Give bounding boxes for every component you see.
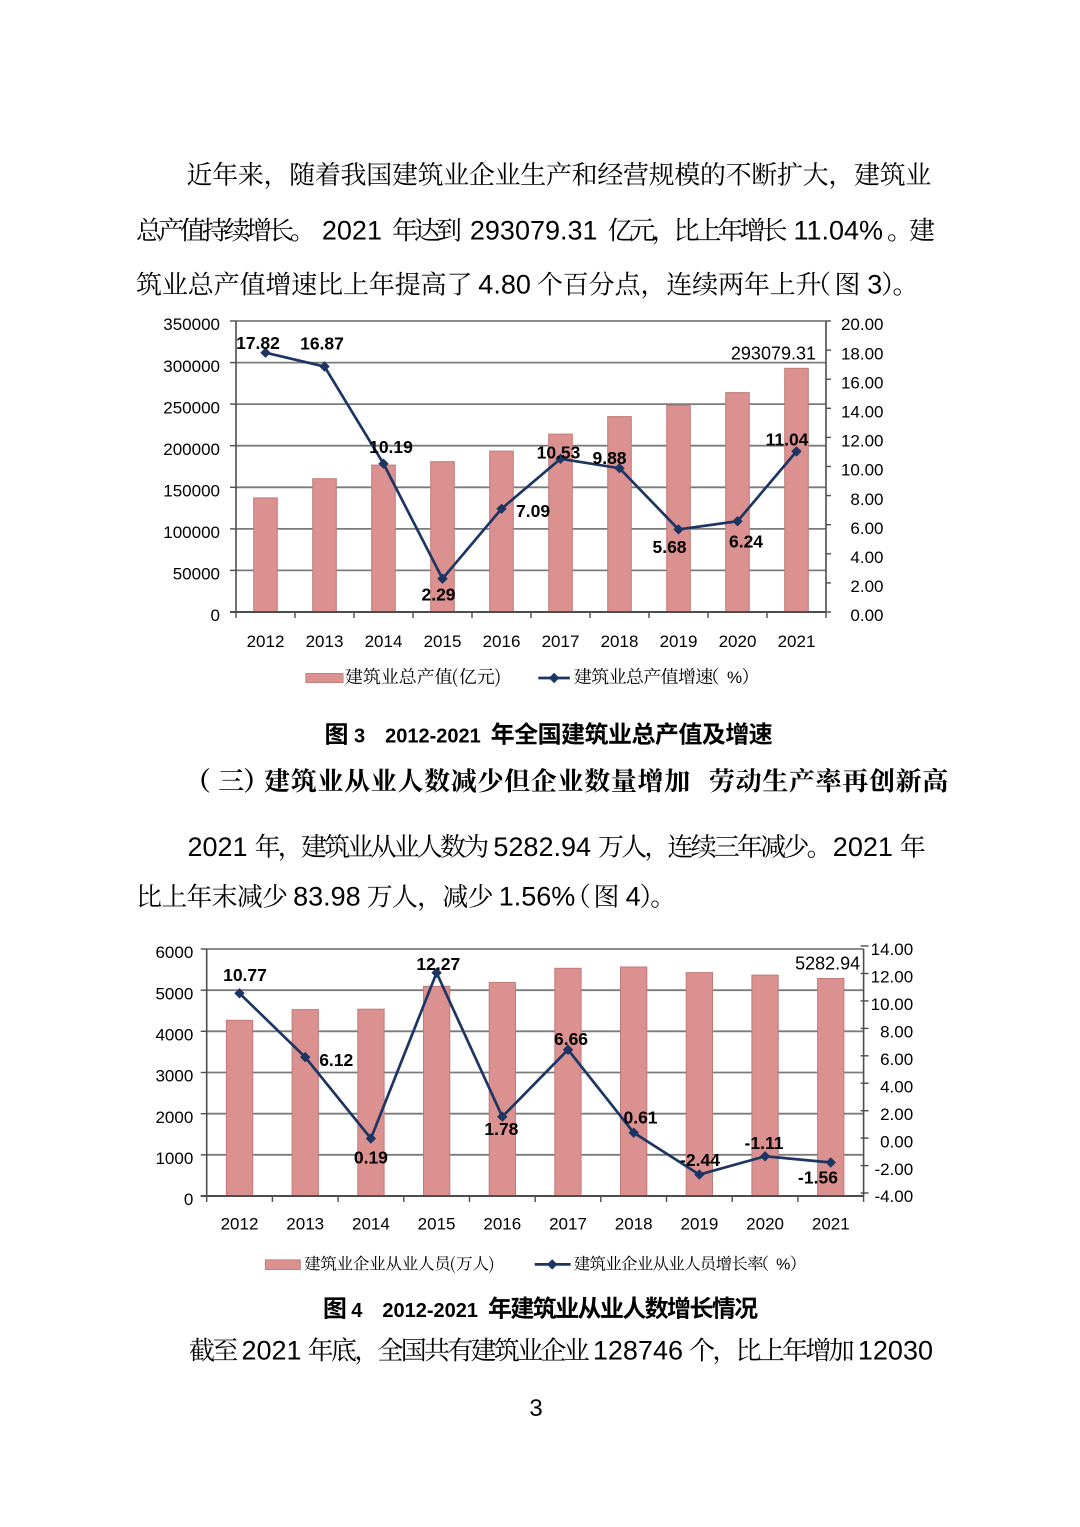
svg-text:14.00: 14.00 [841, 403, 884, 422]
svg-text:16.00: 16.00 [841, 373, 884, 392]
svg-text:2015: 2015 [418, 1214, 456, 1233]
svg-text:7.09: 7.09 [516, 501, 550, 521]
svg-text:2021: 2021 [322, 215, 382, 245]
svg-text:0: 0 [211, 606, 220, 625]
svg-text:-2.00: -2.00 [874, 1160, 913, 1179]
svg-text:%: % [776, 1257, 790, 1274]
svg-text:6.66: 6.66 [554, 1029, 588, 1049]
svg-text:2015: 2015 [424, 632, 462, 651]
svg-text:2020: 2020 [719, 632, 757, 651]
svg-text:0.00: 0.00 [880, 1132, 913, 1151]
svg-text:20.00: 20.00 [841, 315, 884, 334]
svg-text:3: 3 [529, 1395, 542, 1422]
svg-text:5000: 5000 [155, 984, 193, 1003]
svg-text:128746: 128746 [593, 1335, 683, 1365]
svg-text:2020: 2020 [746, 1214, 784, 1233]
svg-text:100000: 100000 [163, 523, 220, 542]
svg-text:1.78: 1.78 [484, 1119, 518, 1139]
svg-text:4.00: 4.00 [880, 1077, 913, 1096]
svg-text:2.00: 2.00 [850, 577, 883, 596]
svg-text:%: % [727, 668, 742, 687]
svg-text:2017: 2017 [542, 632, 580, 651]
svg-text:8.00: 8.00 [850, 490, 883, 509]
svg-text:3000: 3000 [155, 1067, 193, 1086]
svg-text:1000: 1000 [155, 1149, 193, 1168]
svg-text:5282.94: 5282.94 [493, 832, 591, 862]
svg-text:17.82: 17.82 [236, 333, 280, 353]
svg-text:4: 4 [626, 882, 641, 912]
svg-text:2012: 2012 [247, 632, 285, 651]
svg-text:6.00: 6.00 [850, 519, 883, 538]
svg-text:18.00: 18.00 [841, 344, 884, 363]
svg-text:0.61: 0.61 [623, 1107, 657, 1127]
svg-text:250000: 250000 [163, 398, 220, 417]
svg-text:350000: 350000 [163, 315, 220, 334]
svg-text:10.00: 10.00 [871, 995, 914, 1014]
svg-text:-2.44: -2.44 [680, 1150, 720, 1170]
svg-text:11.04%: 11.04% [794, 215, 884, 245]
svg-text:293079.31: 293079.31 [731, 344, 816, 364]
svg-text:2012-2021: 2012-2021 [382, 1300, 478, 1322]
svg-text:14.00: 14.00 [871, 940, 914, 959]
svg-text:2000: 2000 [155, 1108, 193, 1127]
svg-text:2017: 2017 [549, 1214, 587, 1233]
svg-text:2019: 2019 [680, 1214, 718, 1233]
svg-text:6.24: 6.24 [729, 532, 763, 552]
svg-text:-1.11: -1.11 [745, 1133, 784, 1153]
svg-text:2018: 2018 [615, 1214, 653, 1233]
svg-text:4.80: 4.80 [478, 270, 531, 300]
svg-text:2021: 2021 [188, 832, 248, 862]
svg-text:150000: 150000 [163, 482, 220, 501]
svg-text:2012: 2012 [221, 1214, 259, 1233]
svg-text:2016: 2016 [483, 632, 521, 651]
svg-text:2018: 2018 [601, 632, 639, 651]
svg-text:0: 0 [184, 1190, 193, 1209]
svg-text:2021: 2021 [778, 632, 816, 651]
svg-text:2014: 2014 [365, 632, 403, 651]
svg-text:83.98: 83.98 [293, 882, 361, 912]
svg-text:4.00: 4.00 [850, 548, 883, 567]
svg-text:3: 3 [867, 270, 882, 300]
svg-text:2016: 2016 [483, 1214, 521, 1233]
svg-text:6.00: 6.00 [880, 1050, 913, 1069]
svg-text:2013: 2013 [306, 632, 344, 651]
svg-text:-4.00: -4.00 [874, 1187, 913, 1206]
svg-text:0.19: 0.19 [354, 1148, 388, 1168]
svg-text:0.00: 0.00 [850, 606, 883, 625]
svg-text:200000: 200000 [163, 440, 220, 459]
svg-text:2014: 2014 [352, 1214, 390, 1233]
svg-text:2012-2021: 2012-2021 [385, 726, 481, 748]
svg-text:2021: 2021 [242, 1335, 302, 1365]
svg-text:12.00: 12.00 [841, 432, 884, 451]
svg-text:6000: 6000 [155, 943, 193, 962]
svg-text:-1.56: -1.56 [798, 1168, 838, 1188]
svg-text:3: 3 [354, 726, 365, 748]
svg-text:300000: 300000 [163, 357, 220, 376]
svg-text:12.00: 12.00 [871, 968, 914, 987]
svg-text:2019: 2019 [660, 632, 698, 651]
svg-text:10.00: 10.00 [841, 461, 884, 480]
svg-text:293079.31: 293079.31 [470, 215, 598, 245]
svg-text:10.53: 10.53 [537, 443, 581, 463]
svg-text:5282.94: 5282.94 [795, 954, 860, 974]
svg-text:5.68: 5.68 [652, 537, 686, 557]
svg-text:11.04: 11.04 [766, 430, 809, 450]
svg-text:2.00: 2.00 [880, 1105, 913, 1124]
svg-text:12030: 12030 [858, 1335, 933, 1365]
svg-text:10.19: 10.19 [369, 437, 413, 457]
svg-text:50000: 50000 [173, 565, 220, 584]
svg-text:8.00: 8.00 [880, 1023, 913, 1042]
svg-text:4: 4 [351, 1300, 363, 1322]
svg-text:16.87: 16.87 [300, 334, 344, 354]
svg-text:4000: 4000 [155, 1026, 193, 1045]
svg-text:9.88: 9.88 [592, 448, 626, 468]
svg-text:10.77: 10.77 [223, 965, 267, 985]
svg-text:6.12: 6.12 [319, 1050, 353, 1070]
svg-text:12.27: 12.27 [416, 954, 460, 974]
svg-text:1.56%: 1.56% [499, 882, 576, 912]
svg-text:2021: 2021 [833, 832, 893, 862]
svg-text:2.29: 2.29 [421, 585, 455, 605]
svg-text:2013: 2013 [286, 1214, 324, 1233]
svg-text:2021: 2021 [812, 1214, 850, 1233]
